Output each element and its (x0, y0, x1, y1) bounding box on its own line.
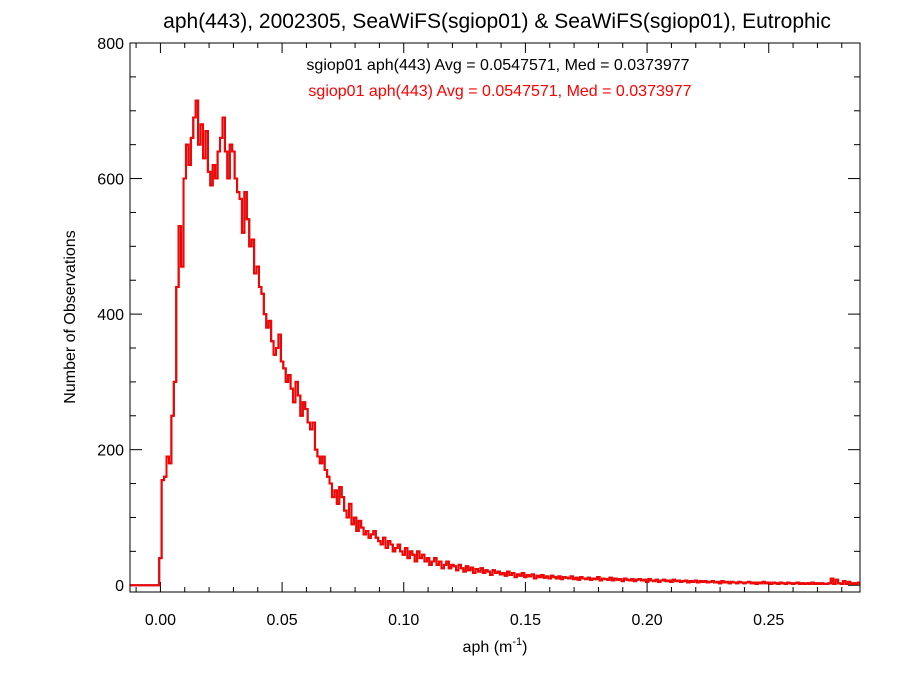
x-tick-label: 0.05 (267, 612, 298, 629)
plot-frame (129, 42, 861, 593)
x-axis-label-tail: ) (522, 639, 527, 656)
x-tick-label: 0.10 (388, 612, 419, 629)
axis-tick-labels: 0.00 0.05 0.10 0.15 0.20 0.25 0 200 400 600 800 (97, 36, 784, 629)
y-tick-label: 200 (97, 443, 124, 460)
y-axis-label: Number of Observations (62, 230, 79, 403)
x-axis-label: aph (m-1) (463, 636, 528, 656)
legend-entry-black: sgiop01 aph(443) Avg = 0.0547571, Med = … (306, 57, 689, 74)
y-tick-label: 400 (97, 307, 124, 324)
x-axis-label-superscript: -1 (512, 636, 522, 648)
axis-ticks (130, 42, 860, 592)
chart-title: aph(443), 2002305, SeaWiFS(sgiop01) & Se… (163, 10, 831, 33)
series-layer (130, 99, 860, 587)
y-tick-label: 800 (97, 36, 124, 53)
x-tick-label: 0.25 (753, 612, 784, 629)
histogram-series-black (130, 99, 860, 587)
x-tick-label: 0.20 (632, 612, 663, 629)
y-tick-label: 600 (97, 172, 124, 189)
histogram-series-red (130, 99, 860, 587)
legend-entry-red: sgiop01 aph(443) Avg = 0.0547571, Med = … (308, 83, 691, 100)
x-axis-label-main: aph (m (463, 639, 513, 656)
x-tick-label: 0.00 (145, 612, 176, 629)
y-tick-label: 0 (115, 578, 124, 595)
x-tick-label: 0.15 (510, 612, 541, 629)
